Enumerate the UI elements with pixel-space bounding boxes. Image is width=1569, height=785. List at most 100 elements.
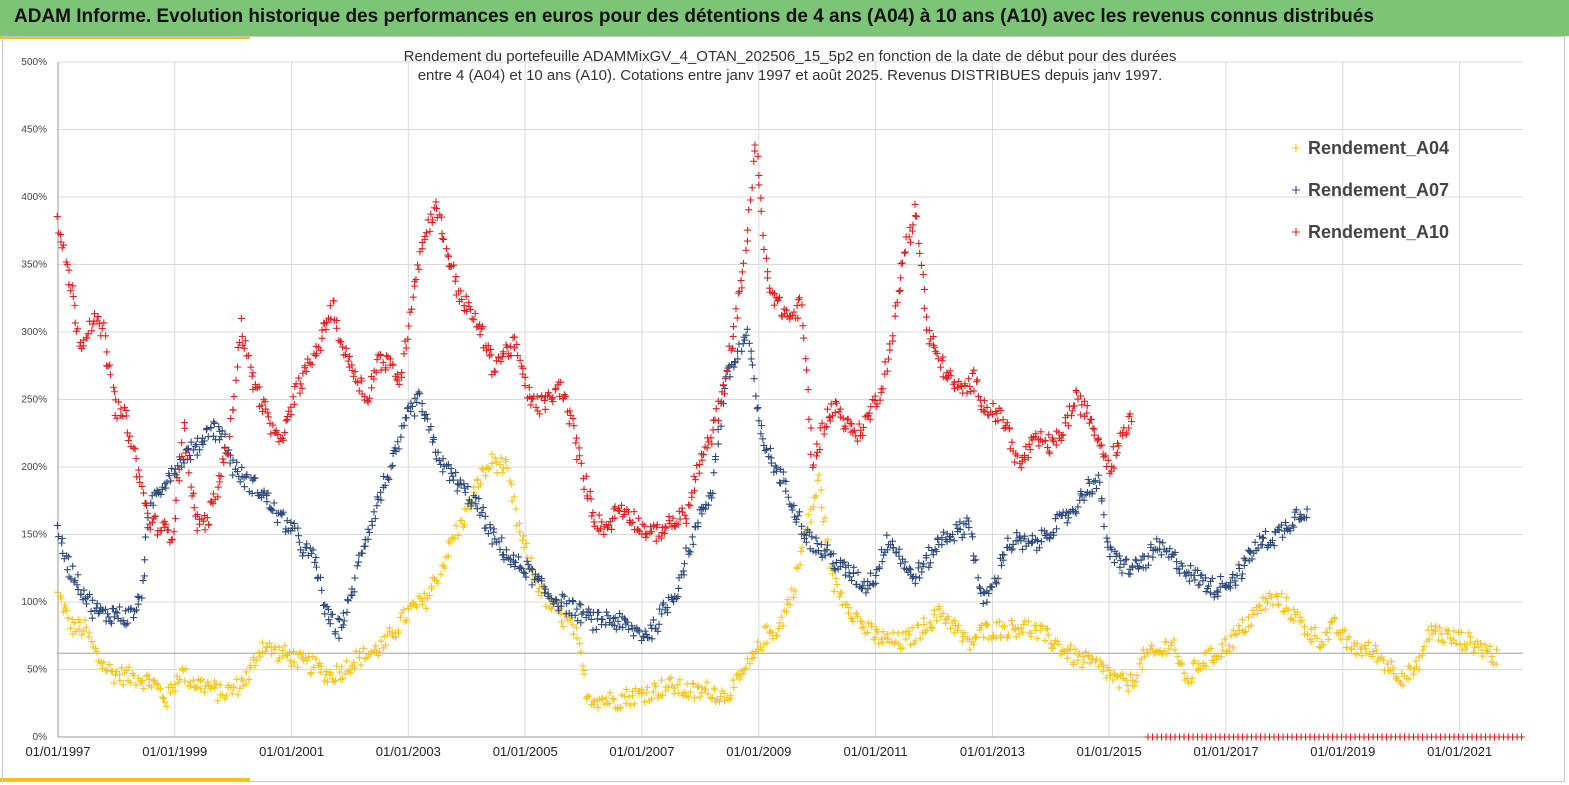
data-point (1083, 402, 1091, 410)
data-point (1205, 582, 1212, 590)
data-point (1248, 555, 1256, 563)
data-point (485, 465, 493, 473)
data-point (575, 444, 583, 452)
data-point (402, 414, 410, 422)
data-point (151, 513, 159, 521)
data-point (488, 540, 496, 548)
data-point (963, 389, 971, 397)
data-point (382, 641, 390, 649)
data-point (339, 609, 347, 617)
data-point (1269, 536, 1277, 544)
data-point (67, 624, 75, 632)
data-point (919, 271, 927, 279)
data-point (364, 535, 372, 543)
data-point (751, 141, 759, 149)
data-point (460, 480, 468, 488)
data-point (1259, 594, 1267, 602)
data-point (760, 441, 768, 449)
data-point (1147, 541, 1155, 549)
data-point (312, 350, 320, 358)
data-point (1008, 545, 1016, 553)
data-point (361, 393, 369, 401)
data-point (393, 377, 401, 385)
data-point (200, 517, 208, 525)
data-point (600, 530, 608, 538)
data-point (77, 591, 85, 599)
x-tick-label: 01/01/2005 (493, 744, 558, 759)
data-point (1052, 441, 1060, 449)
data-point (1113, 672, 1121, 680)
data-point (1274, 600, 1282, 608)
data-point (422, 229, 430, 237)
data-point (1238, 575, 1246, 583)
data-point (674, 520, 682, 528)
data-point (641, 627, 649, 635)
data-point (540, 397, 548, 405)
data-point (1092, 485, 1100, 493)
data-point (73, 581, 81, 589)
data-point (249, 369, 257, 377)
data-point (130, 614, 138, 622)
data-point (661, 523, 669, 531)
data-point (685, 501, 693, 509)
data-point (329, 610, 337, 618)
data-point (1094, 435, 1102, 443)
data-point (358, 377, 366, 385)
data-point (210, 419, 218, 427)
data-point (940, 528, 948, 536)
data-point (576, 640, 584, 648)
data-point (1065, 514, 1073, 522)
data-point (508, 497, 516, 505)
data-point (1091, 477, 1099, 485)
data-point (1122, 555, 1130, 563)
data-point (642, 689, 650, 697)
data-point (876, 396, 884, 404)
data-point (733, 314, 741, 322)
data-point (453, 487, 461, 495)
data-point (690, 472, 698, 480)
data-point (721, 390, 729, 398)
data-point (738, 347, 746, 355)
data-point (497, 358, 505, 366)
data-point (719, 381, 727, 389)
data-point (63, 261, 71, 269)
data-point (221, 444, 229, 452)
data-point (227, 415, 235, 423)
data-point (908, 227, 916, 235)
data-point (803, 366, 811, 374)
data-point (1341, 626, 1349, 634)
data-point (488, 450, 496, 458)
data-point (1024, 618, 1032, 626)
data-point (757, 430, 765, 438)
data-point (934, 355, 942, 363)
data-point (175, 465, 183, 473)
data-point (768, 629, 776, 637)
data-point (439, 468, 447, 476)
data-point (933, 617, 941, 625)
data-point (559, 622, 567, 630)
data-point (184, 455, 192, 463)
data-point (679, 691, 687, 699)
data-point (858, 618, 866, 626)
data-point (1219, 646, 1227, 654)
data-point (970, 387, 978, 395)
data-point (111, 388, 119, 396)
data-point (642, 530, 650, 538)
data-point (1165, 645, 1173, 653)
data-point (917, 261, 925, 269)
data-point (565, 420, 573, 428)
data-point (278, 647, 286, 655)
data-point (370, 508, 378, 516)
y-tick-label: 50% (27, 665, 47, 676)
data-point (704, 690, 712, 698)
data-point (148, 492, 156, 500)
data-point (997, 407, 1005, 415)
data-point (571, 611, 579, 619)
data-point (928, 546, 936, 554)
data-point (340, 617, 348, 625)
data-point (265, 639, 273, 647)
data-point (503, 464, 511, 472)
data-point (572, 624, 580, 632)
data-point (1123, 429, 1131, 437)
data-point (934, 535, 942, 543)
